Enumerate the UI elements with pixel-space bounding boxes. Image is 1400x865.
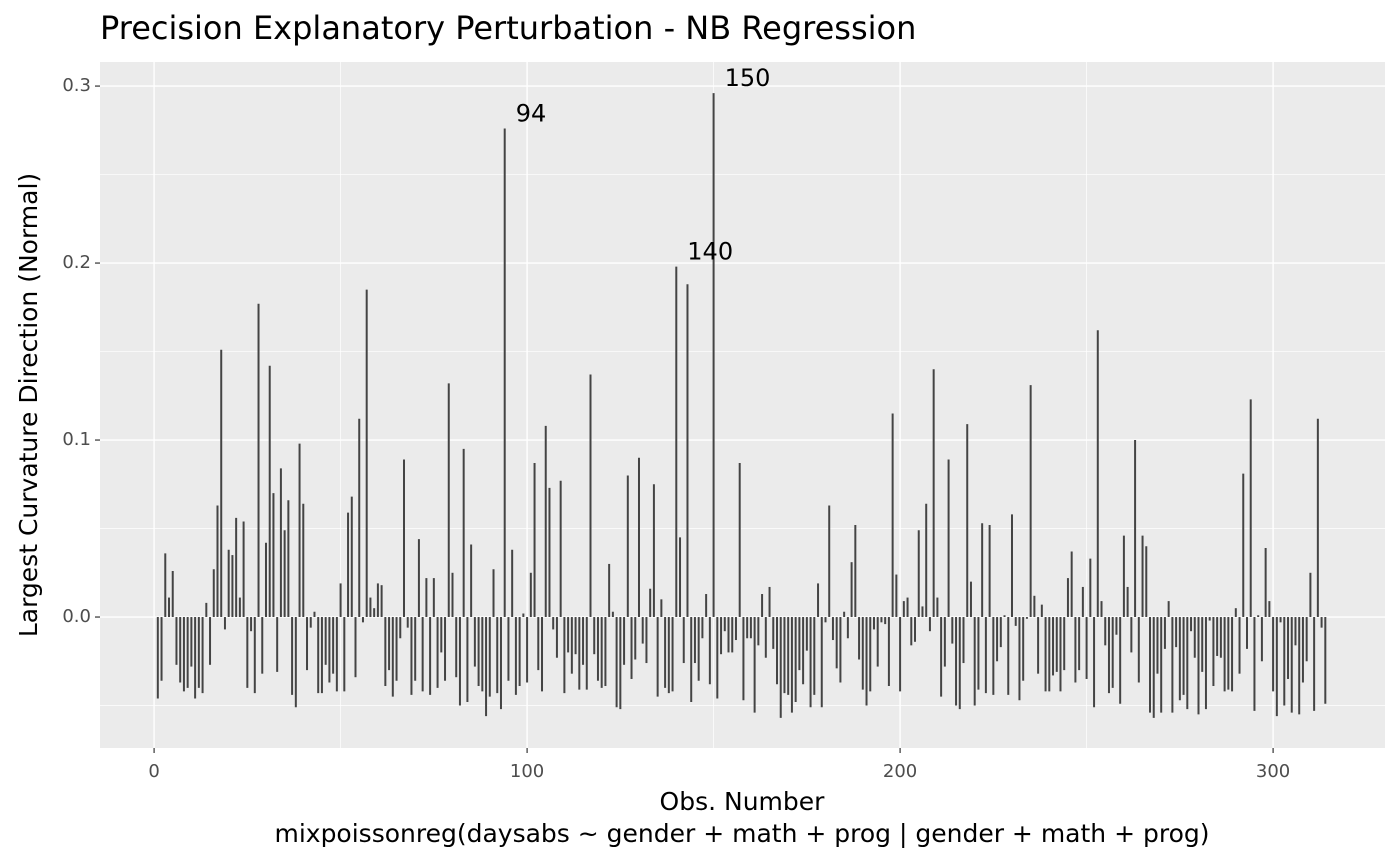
annotation: 94 (516, 100, 547, 128)
annotation: 140 (687, 238, 733, 266)
y-tick-label: 0.1 (62, 429, 91, 450)
chart-title: Precision Explanatory Perturbation - NB … (100, 9, 916, 47)
y-axis-title: Largest Curvature Direction (Normal) (14, 173, 43, 637)
x-tick-label: 0 (148, 761, 159, 782)
x-tick-label: 100 (510, 761, 544, 782)
annotation: 150 (725, 64, 771, 92)
x-tick-label: 300 (1256, 761, 1290, 782)
y-tick-label: 0.2 (62, 252, 91, 273)
y-tick-label: 0.0 (62, 606, 91, 627)
caption: mixpoissonreg(daysabs ~ gender + math + … (274, 819, 1209, 848)
x-tick-label: 200 (883, 761, 917, 782)
x-axis-title: Obs. Number (660, 787, 826, 816)
y-tick-label: 0.3 (62, 75, 91, 96)
